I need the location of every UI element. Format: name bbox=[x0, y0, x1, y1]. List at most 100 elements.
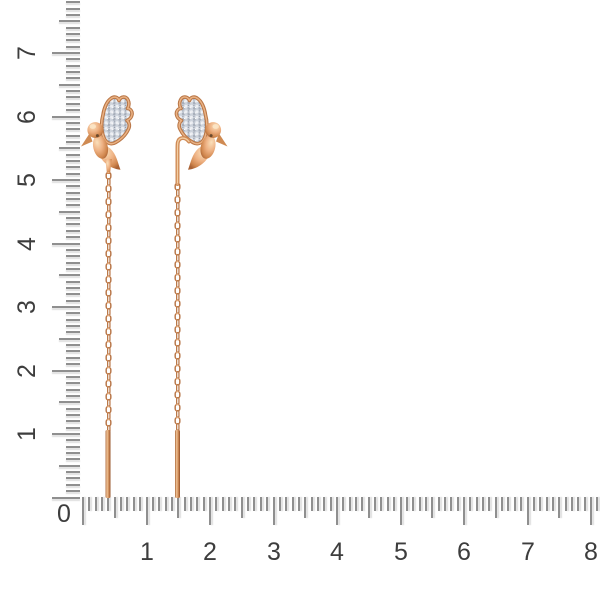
horizontal-ruler-label: 5 bbox=[394, 538, 408, 566]
right-chain bbox=[174, 183, 181, 431]
ruler-tick bbox=[151, 497, 154, 511]
ruler-tick bbox=[266, 497, 269, 511]
ruler-tick bbox=[437, 497, 440, 511]
ruler-tick bbox=[66, 159, 80, 162]
ruler-tick bbox=[59, 464, 80, 467]
ruler-tick bbox=[120, 497, 123, 511]
ruler-tick bbox=[66, 229, 80, 232]
ruler-tick bbox=[158, 497, 161, 511]
ruler-tick bbox=[367, 497, 370, 518]
left-bird-top bbox=[79, 95, 134, 172]
ruler-tick bbox=[66, 471, 80, 474]
left-threader-bar bbox=[105, 430, 111, 498]
ruler-tick bbox=[66, 204, 80, 207]
ruler-tick bbox=[355, 497, 358, 511]
ruler-tick bbox=[66, 90, 80, 93]
ruler-tick bbox=[66, 363, 80, 366]
ruler-tick bbox=[52, 52, 80, 54]
ruler-tick bbox=[52, 242, 80, 245]
ruler-tick bbox=[66, 1, 80, 4]
ruler-tick bbox=[520, 497, 523, 511]
ruler-tick bbox=[405, 497, 408, 511]
ruler-tick bbox=[443, 497, 446, 511]
ruler-tick bbox=[59, 20, 80, 23]
ruler-tick bbox=[374, 497, 377, 511]
ruler-tick bbox=[285, 497, 288, 511]
ruler-tick bbox=[228, 497, 231, 511]
ruler-tick bbox=[329, 497, 332, 511]
ruler-tick bbox=[342, 497, 345, 511]
ruler-origin-label: 0 bbox=[57, 500, 71, 528]
ruler-tick bbox=[66, 458, 80, 461]
ruler-tick bbox=[59, 274, 80, 277]
ruler-tick bbox=[393, 497, 396, 511]
ruler-tick bbox=[66, 331, 80, 334]
ruler-tick bbox=[577, 497, 580, 511]
ruler-tick bbox=[66, 191, 80, 194]
ruler-tick bbox=[66, 217, 80, 220]
left-earring bbox=[79, 95, 134, 498]
ruler-tick bbox=[52, 433, 80, 435]
ruler-tick bbox=[52, 306, 80, 308]
ruler-tick bbox=[545, 497, 548, 511]
horizontal-ruler-label: 2 bbox=[203, 538, 217, 566]
ruler-tick bbox=[66, 109, 80, 112]
ruler-tick bbox=[463, 497, 465, 525]
ruler-tick bbox=[221, 497, 224, 511]
ruler-tick bbox=[196, 497, 199, 511]
ruler-tick bbox=[494, 497, 497, 518]
ruler-tick bbox=[424, 497, 427, 511]
ruler-tick bbox=[539, 497, 542, 511]
ruler-tick bbox=[164, 497, 167, 511]
ruler-tick bbox=[66, 299, 80, 302]
ruler-tick bbox=[66, 413, 80, 416]
ruler-tick bbox=[66, 325, 80, 328]
horizontal-ruler-label: 4 bbox=[330, 538, 344, 566]
ruler-tick bbox=[348, 497, 351, 511]
horizontal-ruler-label: 3 bbox=[267, 538, 281, 566]
ruler-tick bbox=[52, 179, 80, 181]
ruler-tick bbox=[66, 293, 80, 296]
ruler-tick bbox=[240, 497, 243, 518]
horizontal-ruler-label: 7 bbox=[521, 538, 535, 566]
left-chain bbox=[105, 172, 112, 431]
ruler-tick bbox=[418, 497, 421, 511]
ruler-tick bbox=[386, 497, 389, 511]
ruler-tick bbox=[564, 497, 567, 511]
right-threader-hook bbox=[175, 136, 191, 186]
ruler-tick bbox=[82, 497, 84, 525]
ruler-tick bbox=[66, 45, 80, 48]
ruler-tick bbox=[113, 497, 116, 518]
ruler-tick bbox=[291, 497, 294, 511]
ruler-tick bbox=[66, 39, 80, 42]
ruler-tick bbox=[507, 497, 510, 511]
ruler-tick bbox=[482, 497, 485, 511]
ruler-tick bbox=[177, 497, 180, 518]
ruler-tick bbox=[272, 497, 275, 525]
ruler-tick bbox=[66, 32, 80, 35]
ruler-tick bbox=[66, 382, 80, 385]
right-threader-bar bbox=[175, 430, 180, 498]
ruler-tick bbox=[170, 497, 173, 511]
ruler-tick bbox=[66, 375, 80, 378]
ruler-tick bbox=[66, 121, 80, 124]
ruler-tick bbox=[66, 13, 80, 16]
ruler-tick bbox=[259, 497, 262, 511]
ruler-tick bbox=[66, 64, 80, 67]
ruler-tick bbox=[66, 280, 80, 283]
ruler-tick bbox=[52, 115, 80, 118]
ruler-tick bbox=[234, 497, 237, 511]
ruler-tick bbox=[66, 350, 80, 353]
ruler-tick bbox=[66, 318, 80, 321]
ruler-tick bbox=[101, 497, 104, 511]
ruler-tick bbox=[361, 497, 364, 511]
ruler-tick bbox=[66, 134, 80, 137]
ruler-tick bbox=[66, 426, 80, 429]
ruler-tick bbox=[66, 356, 80, 359]
ruler-tick bbox=[59, 210, 80, 213]
ruler-tick bbox=[66, 388, 80, 391]
ruler-tick bbox=[126, 497, 129, 511]
ruler-tick bbox=[66, 420, 80, 423]
ruler-tick bbox=[570, 497, 573, 511]
